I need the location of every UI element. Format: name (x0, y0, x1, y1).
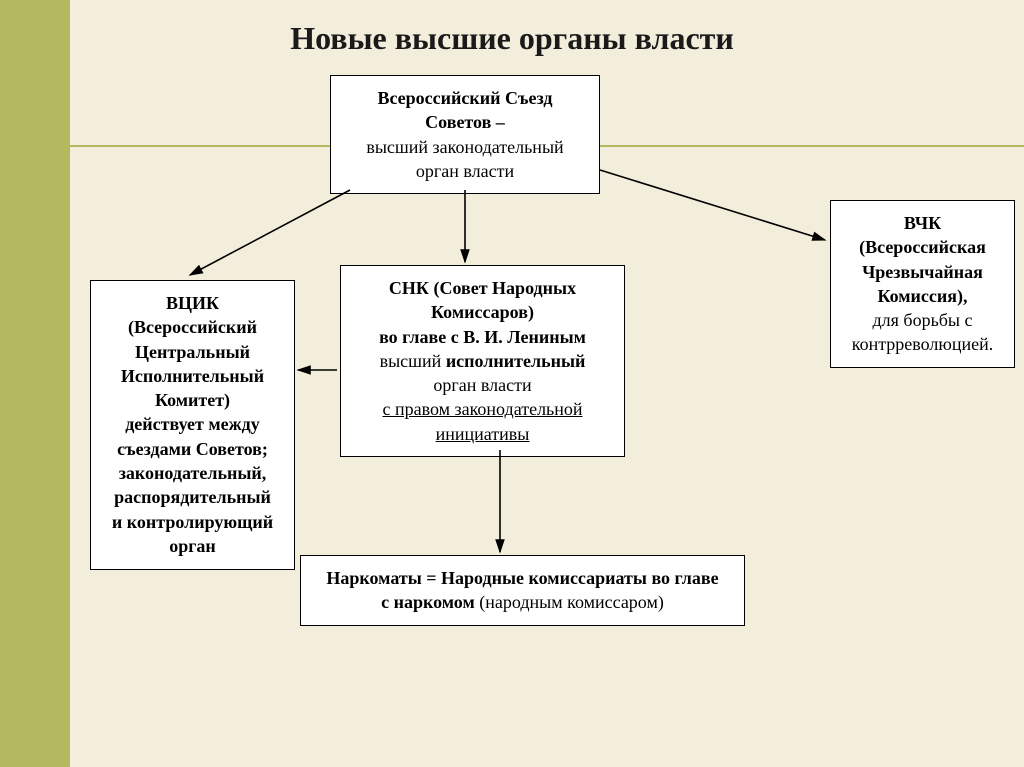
text-line: законодательный, (99, 461, 286, 485)
text-line: во главе с В. И. Лениным (349, 325, 616, 349)
text-line: действует между (99, 412, 286, 436)
text-line: ВЦИК (99, 291, 286, 315)
text-line: Советов – (339, 110, 591, 134)
text-line: орган власти (349, 373, 616, 397)
text-line: СНК (Совет Народных (349, 276, 616, 300)
node-vtsik: ВЦИК (Всероссийский Центральный Исполнит… (90, 280, 295, 570)
text-line: Центральный (99, 340, 286, 364)
text-span: с наркомом (381, 592, 479, 612)
text-span: исполнительный (446, 351, 586, 371)
background-left-band (0, 0, 70, 767)
text-line: ВЧК (839, 211, 1006, 235)
text-line: инициативы (349, 422, 616, 446)
text-line: с правом законодательной (349, 397, 616, 421)
text-line: Исполнительный (99, 364, 286, 388)
text-line: съездами Советов; (99, 437, 286, 461)
text-line: (Всероссийская (839, 235, 1006, 259)
text-line: (Всероссийский (99, 315, 286, 339)
node-vchk: ВЧК (Всероссийская Чрезвычайная Комиссия… (830, 200, 1015, 368)
text-line: Комиссаров) (349, 300, 616, 324)
text-line: орган (99, 534, 286, 558)
text-line: с наркомом (народным комиссаром) (309, 590, 736, 614)
node-congress-of-soviets: Всероссийский Съезд Советов – высший зак… (330, 75, 600, 194)
text-line: контрреволюцией. (839, 332, 1006, 356)
node-snk: СНК (Совет Народных Комиссаров) во главе… (340, 265, 625, 457)
text-line: распорядительный (99, 485, 286, 509)
text-line: Всероссийский Съезд (339, 86, 591, 110)
text-span: (народным комиссаром) (479, 592, 664, 612)
text-line: высший исполнительный (349, 349, 616, 373)
text-line: и контролирующий (99, 510, 286, 534)
text-line: Комитет) (99, 388, 286, 412)
node-narkomaty: Наркоматы = Народные комиссариаты во гла… (300, 555, 745, 626)
text-line: Чрезвычайная (839, 260, 1006, 284)
text-line: для борьбы с (839, 308, 1006, 332)
page-title: Новые высшие органы власти (0, 20, 1024, 57)
text-line: высший законодательный (339, 135, 591, 159)
text-line: орган власти (339, 159, 591, 183)
text-line: Комиссия), (839, 284, 1006, 308)
text-span: высший (380, 351, 446, 371)
text-line: Наркоматы = Народные комиссариаты во гла… (309, 566, 736, 590)
